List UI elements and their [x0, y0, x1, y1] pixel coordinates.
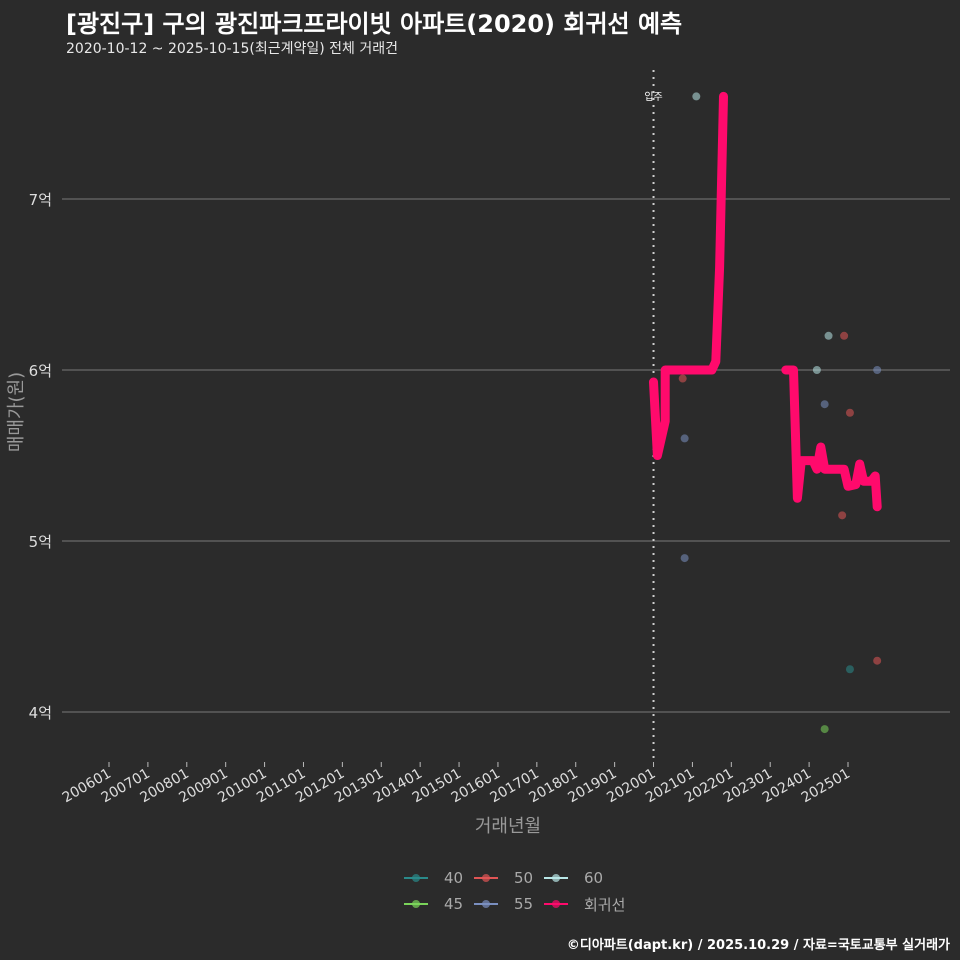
data-point — [845, 408, 854, 417]
legend-item-40: 40 — [404, 866, 494, 890]
legend-label: 45 — [444, 895, 464, 913]
legend-label: 50 — [514, 869, 534, 887]
scatter-points — [678, 92, 882, 734]
legend-label: 회귀선 — [584, 895, 626, 914]
move-in-vline: 입주 — [644, 70, 663, 762]
move-in-label: 입주 — [644, 90, 662, 103]
data-point — [824, 331, 833, 340]
legend-item-45: 45 — [404, 892, 494, 916]
y-axis: 4억 5억 6억 7억 — [29, 191, 52, 722]
legend-label: 40 — [444, 869, 464, 887]
gridlines — [62, 198, 950, 713]
legend-key-icon — [404, 874, 428, 882]
data-point — [680, 554, 689, 563]
legend-item-회귀선: 회귀선 — [544, 892, 634, 916]
legend-key-icon — [404, 900, 428, 908]
data-point — [845, 665, 854, 674]
data-point — [812, 366, 821, 374]
footer-credit: ©디아파트(dapt.kr) / 2025.10.29 / 자료=국토교통부 실… — [566, 938, 950, 953]
legend-key-icon — [544, 874, 568, 882]
data-point — [680, 434, 689, 443]
x-axis-label: 거래년월 — [475, 816, 541, 837]
legend-key-icon — [474, 874, 498, 882]
legend-key-icon — [474, 900, 498, 908]
y-tick-label: 7억 — [29, 191, 52, 209]
regression-path — [649, 91, 728, 460]
legend-item-50: 50 — [474, 866, 564, 890]
legend-item-55: 55 — [474, 892, 564, 916]
data-point — [873, 656, 882, 665]
data-point — [840, 331, 849, 340]
data-point — [678, 374, 687, 383]
legend-item-60: 60 — [544, 866, 634, 890]
data-point — [873, 366, 882, 374]
chart-title: [광진구] 구의 광진파크프라이빗 아파트(2020) 회귀선 예측 — [66, 10, 683, 38]
y-axis-label: 매매가(원) — [6, 372, 27, 452]
data-point — [820, 400, 829, 409]
data-point — [692, 92, 701, 101]
y-tick-label: 5억 — [29, 533, 52, 551]
legend-key-icon — [544, 900, 568, 908]
y-tick-label: 4억 — [29, 704, 52, 722]
legend-label: 60 — [584, 869, 604, 887]
chart-subtitle: 2020-10-12 ~ 2025-10-15(최근계약일) 전체 거래건 — [66, 41, 398, 57]
data-point — [820, 725, 829, 734]
legend-label: 55 — [514, 895, 534, 913]
data-point — [838, 511, 847, 520]
regression-line — [649, 91, 882, 512]
x-axis: 2006012007012008012009012010012011012012… — [60, 762, 853, 806]
y-tick-label: 6억 — [29, 362, 52, 380]
regression-path — [781, 365, 882, 512]
